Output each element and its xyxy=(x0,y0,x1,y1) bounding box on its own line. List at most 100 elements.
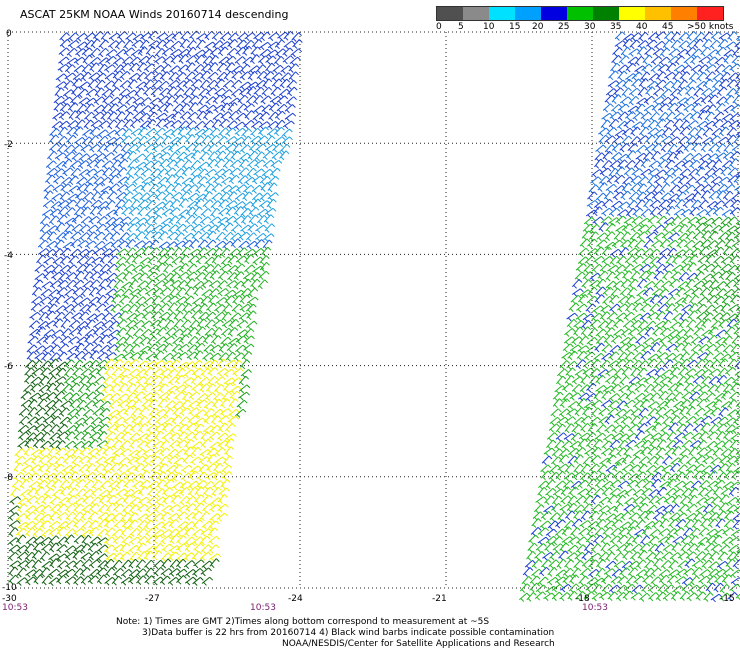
wind-barb xyxy=(109,383,121,393)
wind-barb xyxy=(658,574,670,585)
wind-barb xyxy=(191,510,203,521)
wind-barb xyxy=(270,86,282,97)
wind-barb xyxy=(182,310,193,321)
wind-barb xyxy=(189,175,201,185)
wind-barb xyxy=(193,543,205,553)
legend-swatches xyxy=(436,6,724,21)
wind-barb xyxy=(731,335,740,346)
wind-barb xyxy=(133,463,145,473)
wind-barb xyxy=(119,295,130,305)
wind-barb xyxy=(56,503,68,514)
wind-barb xyxy=(717,551,728,562)
wind-barb xyxy=(715,96,727,106)
wind-barb xyxy=(259,192,271,202)
wind-barb xyxy=(708,423,719,434)
wind-barb xyxy=(159,439,170,450)
wind-barb xyxy=(159,287,172,297)
wind-barb xyxy=(39,520,51,530)
wind-barb xyxy=(660,88,673,98)
wind-barb xyxy=(612,135,624,145)
wind-barb xyxy=(62,455,74,465)
wind-barb xyxy=(79,447,91,457)
wind-barb xyxy=(157,398,168,409)
wind-barb xyxy=(90,38,101,49)
wind-barb xyxy=(94,87,105,98)
wind-barb xyxy=(719,592,731,602)
wind-barb xyxy=(93,104,105,114)
wind-barb xyxy=(655,311,666,321)
wind-barb xyxy=(559,542,570,553)
wind-barb xyxy=(172,103,184,113)
wind-barb xyxy=(581,230,592,241)
wind-barb xyxy=(71,448,82,458)
wind-barb xyxy=(9,496,21,505)
wind-barb xyxy=(35,326,46,337)
wind-barb xyxy=(46,167,58,177)
wind-barb xyxy=(267,182,278,193)
wind-barb xyxy=(660,560,672,570)
wind-barb xyxy=(95,447,107,457)
wind-barb xyxy=(72,550,83,560)
wind-barb xyxy=(61,158,73,169)
wind-barb xyxy=(537,576,549,586)
wind-barb xyxy=(73,518,84,529)
wind-barb xyxy=(586,577,599,586)
wind-barb xyxy=(59,486,71,497)
wind-barb xyxy=(684,375,695,385)
wind-barb xyxy=(135,222,147,233)
wind-barb xyxy=(121,206,133,217)
wind-barb xyxy=(120,142,131,153)
wind-barb xyxy=(546,432,558,442)
wind-barb xyxy=(137,126,148,137)
wind-barb xyxy=(291,32,302,42)
wind-barb xyxy=(8,520,21,529)
wind-barb xyxy=(658,528,671,537)
wind-barb xyxy=(727,592,738,602)
wind-barb xyxy=(663,584,675,594)
wind-barb xyxy=(206,302,217,313)
wind-barb xyxy=(152,576,164,586)
wind-barb xyxy=(160,568,173,577)
wind-barb xyxy=(624,343,637,353)
wind-barb xyxy=(226,343,238,353)
lon-label: -30 xyxy=(2,594,17,604)
wind-barb xyxy=(567,350,578,361)
wind-barb xyxy=(586,295,598,305)
wind-barb xyxy=(25,505,37,514)
wind-barb xyxy=(698,343,710,353)
wind-barb xyxy=(61,471,73,481)
wind-barb xyxy=(679,495,691,506)
wind-barb xyxy=(571,567,582,578)
wind-barb xyxy=(236,399,248,409)
wind-barb xyxy=(119,542,131,553)
wind-barb xyxy=(144,152,155,162)
wind-barb xyxy=(111,367,123,378)
wind-barb xyxy=(230,377,243,387)
wind-barb xyxy=(55,447,67,457)
wind-barb xyxy=(268,102,280,113)
wind-barb xyxy=(107,487,118,498)
wind-barb xyxy=(621,463,634,473)
wind-barb xyxy=(121,281,133,290)
wind-barb xyxy=(102,95,114,105)
wind-barb xyxy=(668,232,680,242)
wind-barb xyxy=(144,215,156,226)
wind-barb xyxy=(132,111,144,121)
wind-barb xyxy=(712,312,724,322)
lat-label: -10 xyxy=(2,583,17,593)
wind-barb xyxy=(164,472,176,481)
wind-barb xyxy=(101,393,114,403)
wind-barb xyxy=(703,351,714,362)
wind-barb xyxy=(718,270,730,281)
wind-barb xyxy=(204,319,216,329)
wind-barb xyxy=(649,111,660,122)
wind-barb xyxy=(649,342,661,352)
wind-barb xyxy=(66,134,77,145)
wind-barb xyxy=(123,47,136,57)
wind-barb xyxy=(724,470,735,481)
wind-barb xyxy=(8,566,19,577)
wind-barb xyxy=(200,431,211,442)
wind-barb xyxy=(75,488,87,498)
wind-barb xyxy=(95,303,107,313)
wind-barb xyxy=(66,415,79,425)
